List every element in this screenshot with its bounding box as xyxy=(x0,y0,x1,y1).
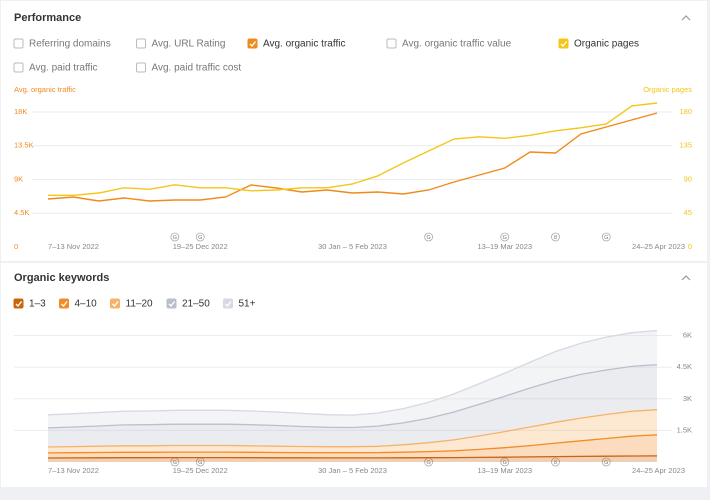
x-tick-label: 7–13 Nov 2022 xyxy=(48,242,99,251)
event-marker[interactable] xyxy=(500,457,510,467)
checkbox[interactable] xyxy=(166,298,177,309)
checkmark xyxy=(560,41,568,48)
y2-tick-label: 180 xyxy=(679,107,692,116)
event-marker[interactable] xyxy=(500,232,510,242)
event-marker[interactable] xyxy=(195,232,205,242)
checkbox[interactable] xyxy=(136,62,146,73)
area-fill xyxy=(48,364,657,447)
checkbox[interactable] xyxy=(13,38,24,49)
checkbox[interactable] xyxy=(110,298,120,309)
checkbox-label[interactable]: Avg. organic traffic value xyxy=(402,39,512,50)
event-marker-label: G xyxy=(198,235,202,241)
checkmark xyxy=(249,41,257,48)
area-line xyxy=(47,455,658,459)
checkbox-label[interactable]: Avg. organic traffic xyxy=(263,39,345,50)
checkbox-label[interactable]: 4–10 xyxy=(75,299,98,310)
event-marker[interactable] xyxy=(424,232,434,242)
checkbox-label[interactable]: Avg. URL Rating xyxy=(152,39,226,50)
event-marker-label: G xyxy=(173,235,177,241)
event-marker-label: 8 xyxy=(554,460,557,466)
event-marker-label: G xyxy=(604,460,608,466)
y-tick-label: 9K xyxy=(14,174,23,183)
checkbox-label[interactable]: Avg. paid traffic xyxy=(29,63,98,74)
event-marker-label: G xyxy=(426,235,430,241)
event-marker-label: G xyxy=(173,460,177,466)
x-tick-label: 24–25 Apr 2023 xyxy=(632,242,685,251)
checkmark xyxy=(61,301,68,308)
y-tick-label: 4.5K xyxy=(677,362,692,371)
checkbox[interactable] xyxy=(13,298,24,309)
event-marker-label: G xyxy=(503,235,507,241)
y-tick-label: 1.5K xyxy=(677,425,692,434)
checkbox[interactable] xyxy=(13,62,24,73)
y2-tick-label: 135 xyxy=(679,141,692,150)
event-marker-label: G xyxy=(198,460,202,466)
x-tick-label: 13–19 Mar 2023 xyxy=(477,242,532,251)
y-tick-label: 13.5K xyxy=(14,141,34,150)
y-tick-label: 3K xyxy=(683,394,692,403)
checkbox-label[interactable]: Avg. paid traffic cost xyxy=(152,63,242,74)
area-line xyxy=(47,409,658,448)
checkbox[interactable] xyxy=(247,38,258,49)
panel-title: Performance xyxy=(14,12,81,24)
y-tick-label: 18K xyxy=(14,107,27,116)
event-marker[interactable] xyxy=(601,232,611,242)
checkbox-label[interactable]: 11–20 xyxy=(126,299,154,310)
checkbox[interactable] xyxy=(59,298,69,309)
event-marker[interactable] xyxy=(551,232,560,242)
checkbox[interactable] xyxy=(558,38,569,49)
checkbox[interactable] xyxy=(223,298,233,309)
event-marker[interactable] xyxy=(601,457,611,467)
checkbox[interactable] xyxy=(386,38,397,49)
area-fill xyxy=(48,330,657,428)
event-marker[interactable] xyxy=(551,457,560,467)
x-tick-label: 30 Jan – 5 Feb 2023 xyxy=(318,466,387,475)
event-marker[interactable] xyxy=(170,232,180,242)
checkbox-label[interactable]: 51+ xyxy=(239,299,256,310)
x-tick-label: 19–25 Dec 2022 xyxy=(173,466,228,475)
y2-tick-label: 90 xyxy=(684,174,692,183)
y-tick-label: 4.5K xyxy=(14,208,29,217)
x-tick-label: 7–13 Nov 2022 xyxy=(48,466,99,475)
checkbox[interactable] xyxy=(136,38,146,49)
panel-title: Organic keywords xyxy=(14,272,109,284)
collapse-caret[interactable] xyxy=(681,15,691,21)
area-line xyxy=(47,363,658,429)
area-line xyxy=(47,434,658,454)
y-tick-label: 0 xyxy=(14,242,18,251)
event-marker-label: G xyxy=(604,235,608,241)
checkbox-label[interactable]: 21–50 xyxy=(182,299,210,310)
y-tick-label: 6K xyxy=(683,331,692,340)
x-tick-label: 30 Jan – 5 Feb 2023 xyxy=(318,242,387,251)
checkbox-label[interactable]: 1–3 xyxy=(29,299,46,310)
checkmark xyxy=(112,301,119,308)
series-line xyxy=(47,112,658,202)
checkbox-label[interactable]: Referring domains xyxy=(29,39,111,50)
series-line xyxy=(48,102,658,196)
checkbox-label[interactable]: Organic pages xyxy=(574,39,639,50)
y2-axis-title: Organic pages xyxy=(643,85,692,94)
y-axis-title: Avg. organic traffic xyxy=(14,85,76,94)
event-marker-label: 8 xyxy=(554,235,557,241)
x-tick-label: 24–25 Apr 2023 xyxy=(632,466,685,475)
checkmark xyxy=(15,301,23,308)
checkmark xyxy=(225,301,232,308)
area-fill xyxy=(48,409,657,453)
y2-tick-label: 45 xyxy=(684,208,692,217)
x-tick-label: 19–25 Dec 2022 xyxy=(173,242,228,251)
y2-tick-label: 0 xyxy=(688,242,692,251)
event-marker-label: G xyxy=(503,460,507,466)
collapse-caret[interactable] xyxy=(681,275,691,281)
event-marker-label: G xyxy=(426,460,430,466)
checkmark xyxy=(168,301,176,308)
area-line xyxy=(47,329,658,416)
x-tick-label: 13–19 Mar 2023 xyxy=(477,466,532,475)
